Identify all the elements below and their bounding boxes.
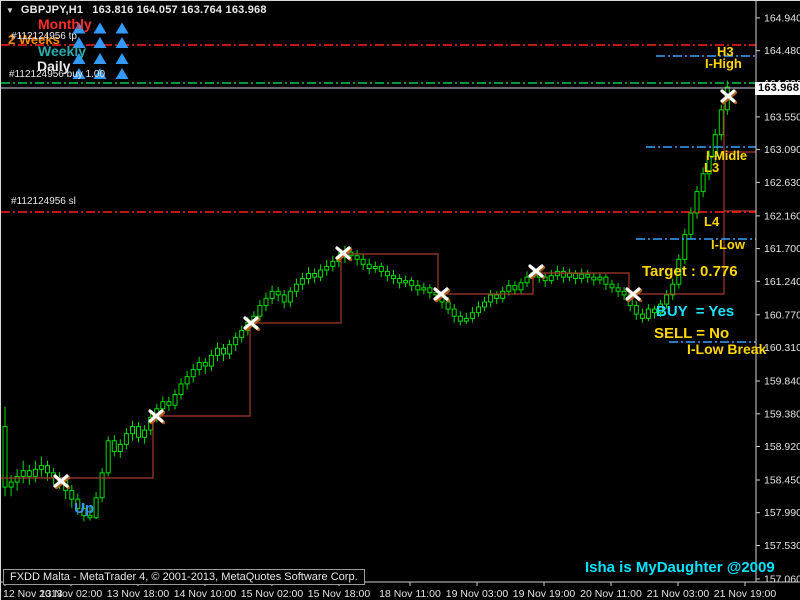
order-tp-label: #112124956 tp bbox=[11, 31, 77, 42]
chart-title-bar[interactable]: ▼ GBPJPY,H1 163.816 164.057 163.764 163.… bbox=[6, 4, 267, 16]
terminal-copyright: FXDD Malta - MetaTrader 4, © 2001-2013, … bbox=[3, 569, 365, 585]
level-label-i-low-break: I-Low Break bbox=[687, 341, 767, 357]
ohlc-values: 163.816 164.057 163.764 163.968 bbox=[92, 4, 267, 16]
time-tick-label: 14 Nov 10:00 bbox=[174, 588, 237, 600]
up-arrow-icon bbox=[72, 22, 86, 34]
price-tick-label: 163.090 bbox=[764, 144, 800, 156]
price-tick-label: 157.530 bbox=[764, 540, 800, 552]
level-label-l3: L3 bbox=[704, 160, 720, 175]
price-tick-label: 159.380 bbox=[764, 408, 800, 420]
level-label-h3: H3 bbox=[717, 44, 734, 59]
up-arrow-icon bbox=[72, 37, 86, 48]
up-arrow-icon bbox=[93, 37, 107, 48]
up-arrow-icon bbox=[115, 53, 129, 64]
time-tick-label: 20 Nov 11:00 bbox=[580, 588, 642, 600]
up-arrow-icon bbox=[115, 22, 129, 34]
candles-series bbox=[2, 80, 730, 522]
time-tick-label: 15 Nov 18:00 bbox=[308, 588, 371, 600]
level-label-l4: L4 bbox=[704, 214, 720, 229]
price-axis[interactable]: 164.940164.480164.020163.550163.090162.6… bbox=[755, 1, 800, 585]
level-label-i-midle: I-Midle bbox=[706, 148, 748, 163]
price-tick-label: 161.700 bbox=[764, 243, 800, 255]
price-tick-label: 159.840 bbox=[764, 376, 800, 388]
sell-status-label: SELL = No bbox=[654, 325, 730, 342]
price-tick-label: 164.940 bbox=[764, 12, 800, 24]
timeframe-label-weekly: Weekly bbox=[38, 43, 86, 59]
symbol-period-label: GBPJPY,H1 bbox=[20, 4, 84, 16]
price-tick-label: 162.160 bbox=[764, 210, 800, 222]
timeframe-label-daily: Daily bbox=[37, 58, 71, 74]
up-arrow-icon bbox=[93, 53, 107, 64]
target-label: Target : 0.776 bbox=[642, 263, 738, 280]
price-tick-label: 164.480 bbox=[764, 45, 800, 57]
horizontal-level-lines bbox=[1, 44, 756, 343]
order-buy-label: #112124956 buy 1.00 bbox=[9, 69, 106, 80]
up-signal-label: Up bbox=[74, 500, 94, 517]
up-arrow-icon bbox=[72, 68, 86, 79]
level-label-i-high: I-High bbox=[705, 56, 742, 71]
price-tick-label: 158.450 bbox=[764, 475, 800, 487]
time-tick-label: 13 Nov 18:00 bbox=[107, 588, 170, 600]
buy-status-label: BUY = Yes bbox=[656, 303, 735, 320]
price-tick-label: 161.240 bbox=[764, 276, 800, 288]
price-tick-label: 163.550 bbox=[764, 111, 800, 123]
time-tick-label: 19 Nov 03:00 bbox=[446, 588, 509, 600]
price-tick-label: 162.630 bbox=[764, 177, 800, 189]
up-arrow-icon bbox=[93, 22, 107, 34]
watermark-text: Isha is MyDaughter @2009 bbox=[585, 559, 775, 576]
up-arrow-icon bbox=[72, 53, 86, 64]
timeframe-label-2weeks: 2 Weeks bbox=[8, 32, 60, 47]
time-tick-label: 15 Nov 02:00 bbox=[241, 588, 304, 600]
trade-signal-markers bbox=[53, 89, 738, 490]
time-tick-label: 21 Nov 03:00 bbox=[647, 588, 710, 600]
step-line-indicator bbox=[1, 98, 756, 479]
symbol-dropdown-icon[interactable]: ▼ bbox=[6, 5, 14, 15]
time-tick-label: 19 Nov 19:00 bbox=[513, 588, 576, 600]
price-tick-label: 160.770 bbox=[764, 309, 800, 321]
up-arrow-icon bbox=[93, 68, 107, 79]
order-sl-label: #112124956 sl bbox=[11, 196, 76, 207]
price-tick-label: 158.920 bbox=[764, 441, 800, 453]
time-tick-label: 12 Nov 2013 bbox=[3, 588, 63, 600]
time-tick-label: 18 Nov 11:00 bbox=[379, 588, 441, 600]
time-tick-label: 13 Nov 02:00 bbox=[40, 588, 103, 600]
up-arrow-icon bbox=[115, 68, 129, 79]
price-tick-label: 157.990 bbox=[764, 507, 800, 519]
timeframe-label-monthly: Monthly bbox=[38, 16, 92, 32]
up-arrow-grid bbox=[72, 22, 129, 79]
price-tick-label: 160.310 bbox=[764, 342, 800, 354]
time-tick-label: 21 Nov 19:00 bbox=[714, 588, 777, 600]
up-arrow-icon bbox=[115, 37, 129, 48]
level-label-i-low: I-Low bbox=[711, 237, 745, 252]
current-price-box: 163.968 bbox=[755, 82, 800, 95]
